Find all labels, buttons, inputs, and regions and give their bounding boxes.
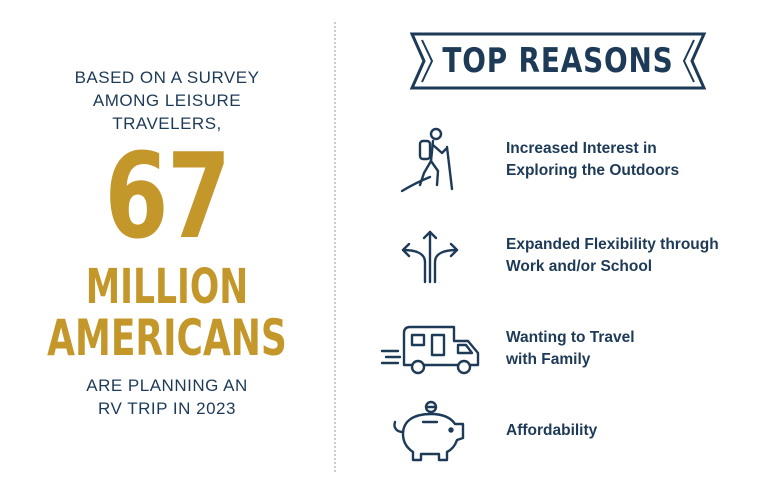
diverging-arrows-icon [380,221,480,291]
intro-line: BASED ON A SURVEY [74,68,260,87]
piggy-bank-icon [380,396,480,466]
reason-label: Affordability [506,420,756,442]
reason-label-line: Work and/or School [506,258,653,275]
reason-label-line: Affordability [506,422,598,439]
rv-camper-icon [380,314,480,384]
reason-item: Affordability [380,396,766,466]
reason-label: Expanded Flexibility through Work and/or… [506,234,756,278]
survey-intro: BASED ON A SURVEY AMONG LEISURE TRAVELER… [0,66,334,135]
reason-label-line: Exploring the Outdoors [506,162,680,179]
dotted-divider [334,22,336,472]
reason-label: Increased Interest in Exploring the Outd… [506,138,756,182]
reason-item: Expanded Flexibility through Work and/or… [380,221,766,291]
big-word-americans: AMERICANS [47,309,287,367]
hiker-icon [380,125,480,195]
reason-item: Increased Interest in Exploring the Outd… [380,125,766,195]
survey-panel: BASED ON A SURVEY AMONG LEISURE TRAVELER… [0,0,334,480]
outro-line: ARE PLANNING AN [86,376,248,395]
top-reasons-banner: TOP REASONS [408,28,708,94]
banner-ribbon-icon [409,32,707,90]
intro-line: TRAVELERS, [112,114,222,133]
intro-line: AMONG LEISURE [92,91,242,110]
survey-outro: ARE PLANNING AN RV TRIP IN 2023 [0,374,334,420]
reason-label-line: Wanting to Travel [506,329,635,346]
reason-label-line: with Family [506,351,591,368]
big-number: 67 [104,127,232,265]
big-word-million: MILLION [85,259,249,315]
reason-label: Wanting to Travel with Family [506,327,756,371]
banner-title: TOP REASONS [442,41,674,81]
reason-label-line: Expanded Flexibility through [506,236,719,253]
reason-label-line: Increased Interest in [506,140,657,157]
outro-line: RV TRIP IN 2023 [98,399,236,418]
reason-item: Wanting to Travel with Family [380,314,766,384]
